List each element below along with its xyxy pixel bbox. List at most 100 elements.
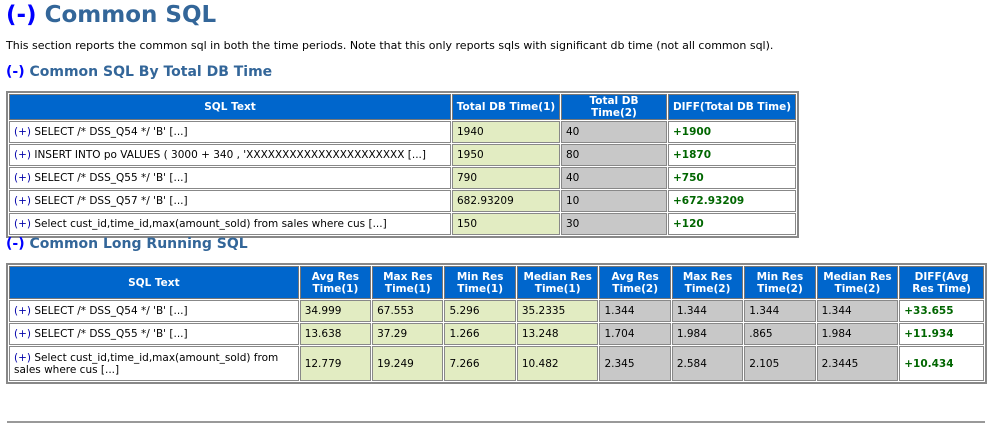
col-header: SQL Text [9,94,451,120]
total-db-time-2-cell: 80 [561,144,667,166]
col-header: Median Res Time(1) [516,266,599,299]
expand-toggle[interactable]: (+) [14,195,31,207]
metric-cell: 7.266 [444,346,516,381]
table-row: (+) SELECT /* DSS_Q55 */ 'B' [...] 13.638… [9,323,984,345]
expand-toggle[interactable]: (+) [14,305,31,317]
sql-text-cell: (+) Select cust_id,time_id,max(amount_so… [9,346,299,381]
total-db-time-1-cell: 790 [452,167,560,189]
sql-text: SELECT /* DSS_Q54 */ 'B' [...] [34,305,188,317]
metric-cell: .865 [744,323,816,345]
sql-text: SELECT /* DSS_Q55 */ 'B' [...] [34,172,188,184]
metric-cell: 1.344 [599,300,671,322]
expand-toggle[interactable]: (+) [14,126,31,138]
metric-cell: 19.249 [372,346,444,381]
metric-cell: 37.29 [372,323,444,345]
metric-cell: 1.704 [599,323,671,345]
section2-title: Common Long Running SQL [29,236,248,252]
diff-cell: +672.93209 [668,190,796,212]
expand-toggle[interactable]: (+) [14,149,31,161]
sql-text: Select cust_id,time_id,max(amount_sold) … [34,218,387,230]
diff-cell: +1900 [668,121,796,143]
metric-cell: 1.344 [816,300,899,322]
metric-cell: 13.638 [299,323,372,345]
section1-toggle[interactable]: (-) [6,64,25,80]
section2-heading: (-) Common Long Running SQL [6,236,248,252]
divider [7,421,985,423]
total-db-time-2-cell: 40 [561,167,667,189]
section1-heading: (-) Common SQL By Total DB Time [6,64,272,80]
sql-text-cell: (+) Select cust_id,time_id,max(amount_so… [9,213,451,235]
expand-toggle[interactable]: (+) [14,172,31,184]
metric-cell: 5.296 [444,300,516,322]
page-title-text: Common SQL [44,2,217,28]
collapse-toggle[interactable]: (-) [6,2,37,28]
metric-cell: 2.3445 [816,346,899,381]
sql-text-cell: (+) SELECT /* DSS_Q54 */ 'B' [...] [9,121,451,143]
metric-cell: 1.984 [816,323,899,345]
sql-text-cell: (+) SELECT /* DSS_Q55 */ 'B' [...] [9,167,451,189]
total-db-time-1-cell: 682.93209 [452,190,560,212]
table-header-row: SQL Text Total DB Time(1) Total DB Time(… [9,94,796,120]
col-header: Min Res Time(2) [744,266,816,299]
sql-text-cell: (+) SELECT /* DSS_Q55 */ 'B' [...] [9,323,299,345]
table-row: (+) SELECT /* DSS_Q57 */ 'B' [...] 682.93… [9,190,796,212]
metric-cell: 2.345 [599,346,671,381]
common-long-running-sql-table: SQL Text Avg Res Time(1) Max Res Time(1) Mi… [6,263,987,384]
expand-toggle[interactable]: (+) [14,218,31,230]
table-row: (+) INSERT INTO po VALUES ( 3000 + 340 ,… [9,144,796,166]
diff-cell: +33.655 [899,300,984,322]
diff-cell: +120 [668,213,796,235]
total-db-time-2-cell: 40 [561,121,667,143]
metric-cell: 13.248 [516,323,599,345]
sql-text: SELECT /* DSS_Q55 */ 'B' [...] [34,328,188,340]
metric-cell: 12.779 [299,346,372,381]
common-sql-by-db-time-table: SQL Text Total DB Time(1) Total DB Time(… [6,91,799,238]
diff-cell: +10.434 [899,346,984,381]
col-header: Total DB Time(2) [561,94,667,120]
sql-text-cell: (+) SELECT /* DSS_Q57 */ 'B' [...] [9,190,451,212]
total-db-time-1-cell: 150 [452,213,560,235]
col-header: Max Res Time(1) [372,266,444,299]
expand-toggle[interactable]: (+) [14,351,31,364]
total-db-time-1-cell: 1950 [452,144,560,166]
table-row: (+) SELECT /* DSS_Q55 */ 'B' [...] 790 40 +… [9,167,796,189]
section-description: This section reports the common sql in b… [6,39,774,52]
col-header: Min Res Time(1) [444,266,516,299]
col-header: DIFF(Total DB Time) [668,94,796,120]
sql-text-cell: (+) SELECT /* DSS_Q54 */ 'B' [...] [9,300,299,322]
expand-toggle[interactable]: (+) [14,328,31,340]
table-row: (+) SELECT /* DSS_Q54 */ 'B' [...] 34.999… [9,300,984,322]
metric-cell: 35.2335 [516,300,599,322]
col-header: Total DB Time(1) [452,94,560,120]
metric-cell: 1.344 [671,300,744,322]
table-row: (+) Select cust_id,time_id,max(amount_so… [9,346,984,381]
diff-cell: +1870 [668,144,796,166]
metric-cell: 2.105 [744,346,816,381]
diff-cell: +11.934 [899,323,984,345]
table-row: (+) Select cust_id,time_id,max(amount_so… [9,213,796,235]
metric-cell: 2.584 [671,346,744,381]
sql-text: SELECT /* DSS_Q57 */ 'B' [...] [34,195,188,207]
total-db-time-2-cell: 10 [561,190,667,212]
col-header: Avg Res Time(2) [599,266,671,299]
table-header-row: SQL Text Avg Res Time(1) Max Res Time(1) Mi… [9,266,984,299]
metric-cell: 1.984 [671,323,744,345]
metric-cell: 10.482 [516,346,599,381]
sql-text: Select cust_id,time_id,max(amount_sold) … [14,351,279,376]
sql-text: INSERT INTO po VALUES ( 3000 + 340 , 'XX… [34,149,426,161]
section1-title: Common SQL By Total DB Time [29,64,273,80]
col-header: Median Res Time(2) [816,266,899,299]
page-title: (-) Common SQL [6,2,216,28]
diff-cell: +750 [668,167,796,189]
sql-text-cell: (+) INSERT INTO po VALUES ( 3000 + 340 ,… [9,144,451,166]
total-db-time-1-cell: 1940 [452,121,560,143]
metric-cell: 1.344 [744,300,816,322]
sql-text: SELECT /* DSS_Q54 */ 'B' [...] [34,126,188,138]
col-header: Max Res Time(2) [671,266,744,299]
metric-cell: 34.999 [299,300,372,322]
metric-cell: 1.266 [444,323,516,345]
metric-cell: 67.553 [372,300,444,322]
section2-toggle[interactable]: (-) [6,236,25,252]
col-header: SQL Text [9,266,299,299]
col-header: Avg Res Time(1) [299,266,372,299]
